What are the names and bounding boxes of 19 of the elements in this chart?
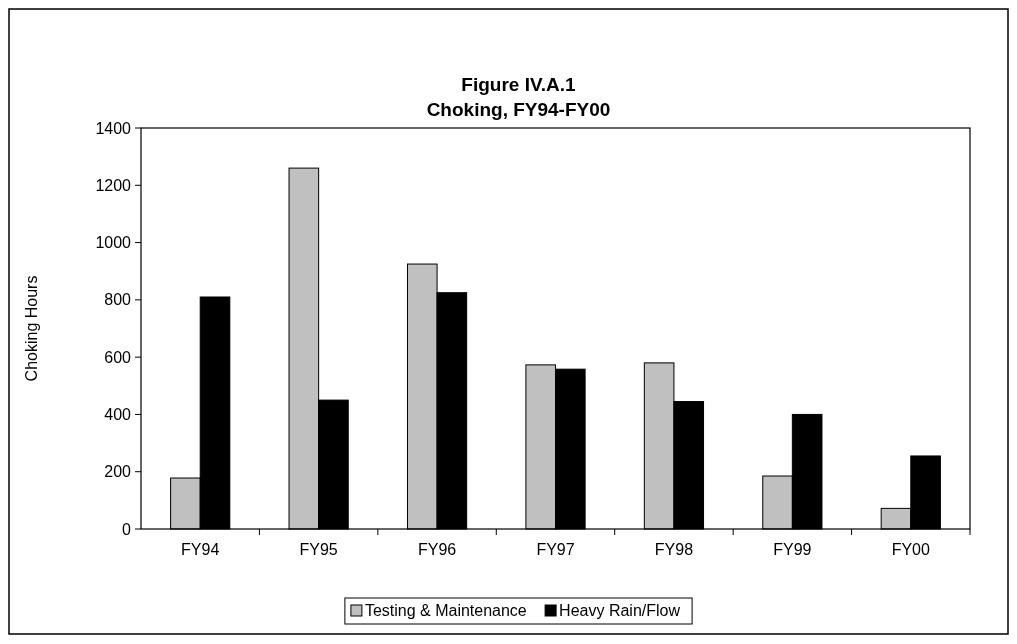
x-tick-label: FY98 [654, 541, 694, 558]
y-tick-label: 1200 [95, 176, 132, 194]
x-tick-label: FY95 [299, 541, 338, 558]
y-tick-label: 1000 [95, 234, 132, 252]
y-tick-label: 1400 [95, 119, 132, 137]
y-tick-label: 400 [104, 406, 132, 424]
x-tick-label: FY94 [181, 541, 220, 558]
x-tick-label: FY96 [417, 541, 457, 558]
y-tick-label: 600 [104, 348, 132, 366]
y-axis-title: Choking Hours [23, 275, 40, 382]
x-tick-label: FY97 [536, 541, 575, 558]
legend-label: Testing & Maintenance [364, 602, 527, 619]
y-tick-label: 0 [122, 520, 132, 538]
legend-label: Heavy Rain/Flow [559, 602, 681, 619]
x-tick-label: FY00 [891, 541, 930, 558]
y-tick-label: 200 [104, 463, 132, 481]
y-tick-label: 800 [104, 291, 132, 309]
chart-title: Figure IV.A.1 Choking, FY94-FY00 [426, 74, 611, 120]
x-tick-label: FY99 [773, 541, 812, 558]
